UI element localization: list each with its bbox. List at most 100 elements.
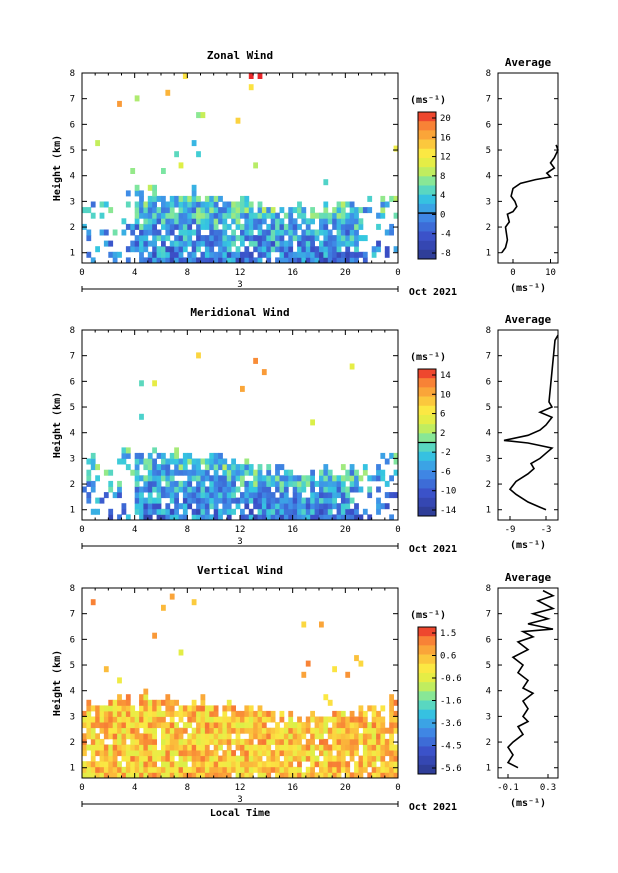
heatmap-cell <box>209 755 215 762</box>
heatmap-cell <box>117 694 122 701</box>
heatmap-cell <box>301 218 307 225</box>
heatmap-cell <box>169 727 175 734</box>
heatmap-cell <box>240 207 245 214</box>
heatmap-cell <box>292 218 298 225</box>
heatmap-cell <box>314 722 320 729</box>
heatmap-cell <box>204 744 210 751</box>
heatmap-cell <box>354 772 359 779</box>
heatmap-cell <box>125 694 131 701</box>
heatmap-cell <box>121 766 127 773</box>
heatmap-cell <box>332 257 337 264</box>
heatmap-cell <box>327 486 333 493</box>
heatmap-cell <box>248 240 254 247</box>
heatmap-cell <box>204 223 210 230</box>
colorbar-segment <box>418 746 436 756</box>
heatmap-cell <box>270 223 276 230</box>
heatmap-cell <box>209 235 215 242</box>
heatmap-cell <box>244 503 250 510</box>
heatmap-cell <box>152 480 157 487</box>
heatmap-cell <box>275 514 280 521</box>
heatmap-cell <box>178 733 184 740</box>
heatmap-cell <box>200 503 206 510</box>
heatmap-cell <box>139 380 144 387</box>
heatmap-cell <box>266 246 272 253</box>
heatmap-cell <box>358 772 364 779</box>
heatmap-cell <box>231 497 236 504</box>
heatmap-cell <box>147 475 153 482</box>
heatmap-cell <box>336 514 342 521</box>
heatmap-cell <box>156 508 162 515</box>
heatmap-cell <box>125 744 131 751</box>
heatmap-cell <box>310 486 315 493</box>
heatmap-cell <box>117 514 122 521</box>
heatmap-cell <box>319 223 324 230</box>
heatmap-cell <box>178 727 184 734</box>
heatmap-cell <box>354 257 359 264</box>
heatmap-cell <box>191 207 197 214</box>
heatmap-cell <box>288 761 294 768</box>
heatmap-cell <box>283 257 289 264</box>
heatmap-cell <box>336 207 342 214</box>
colorbar-segment <box>418 222 436 232</box>
heatmap-cell <box>288 733 294 740</box>
heatmap-cell <box>204 750 210 757</box>
heatmap-cell <box>235 716 241 723</box>
heatmap-cell <box>226 733 232 740</box>
heatmap-cell <box>178 207 184 214</box>
heatmap-cell <box>174 497 179 504</box>
heatmap-cell <box>319 480 324 487</box>
average-y-tick-label: 7 <box>486 95 491 105</box>
heatmap-cell <box>327 699 333 706</box>
heatmap-cell <box>147 212 153 219</box>
heatmap-cell <box>134 772 140 779</box>
heatmap-cell <box>182 458 188 465</box>
heatmap-cell <box>182 727 188 734</box>
heatmap-cell <box>226 738 232 745</box>
heatmap-cell <box>332 235 337 242</box>
heatmap-cell <box>345 738 351 745</box>
heatmap-cell <box>380 452 386 459</box>
heatmap-cell <box>261 761 267 768</box>
heatmap-cell <box>393 195 399 202</box>
heatmap-cell <box>169 257 175 264</box>
heatmap-cell <box>279 514 285 521</box>
heatmap-cell <box>305 508 311 515</box>
heatmap-cell <box>196 458 201 465</box>
heatmap-cell <box>117 486 122 493</box>
heatmap-cell <box>231 480 236 487</box>
heatmap-cell <box>393 452 399 459</box>
heatmap-cell <box>161 212 166 219</box>
heatmap-cell <box>112 699 118 706</box>
heatmap-cell <box>275 750 280 757</box>
heatmap-cell <box>222 772 228 779</box>
heatmap-cell <box>130 710 136 717</box>
heatmap-cell <box>222 201 228 208</box>
heatmap-cell <box>152 632 157 639</box>
heatmap-cell <box>139 229 144 236</box>
heatmap-cell <box>95 246 100 253</box>
heatmap-cell <box>235 223 241 230</box>
heatmap-cell <box>253 503 258 510</box>
heatmap-cell <box>226 223 232 230</box>
heatmap-cell <box>380 750 386 757</box>
heatmap-cell <box>169 705 175 712</box>
heatmap-cell <box>371 772 377 779</box>
heatmap-cell <box>376 212 381 219</box>
heatmap-cell <box>213 218 219 225</box>
heatmap-cell <box>257 750 263 757</box>
heatmap-cell <box>169 223 175 230</box>
heatmap-cell <box>319 212 324 219</box>
heatmap-cell <box>191 497 197 504</box>
heatmap-cell <box>301 727 307 734</box>
heatmap-cell <box>182 229 188 236</box>
colorbar-tick-label: -5.6 <box>440 764 462 774</box>
heatmap-cell <box>191 475 197 482</box>
heatmap-cell <box>279 257 285 264</box>
colorbar-segment <box>418 387 436 397</box>
heatmap-cell <box>275 497 280 504</box>
panel-title: Vertical Wind <box>197 564 283 577</box>
heatmap-cell <box>161 710 166 717</box>
heatmap-cell <box>257 486 263 493</box>
colorbar-segment <box>418 479 436 489</box>
heatmap-cell <box>204 207 210 214</box>
